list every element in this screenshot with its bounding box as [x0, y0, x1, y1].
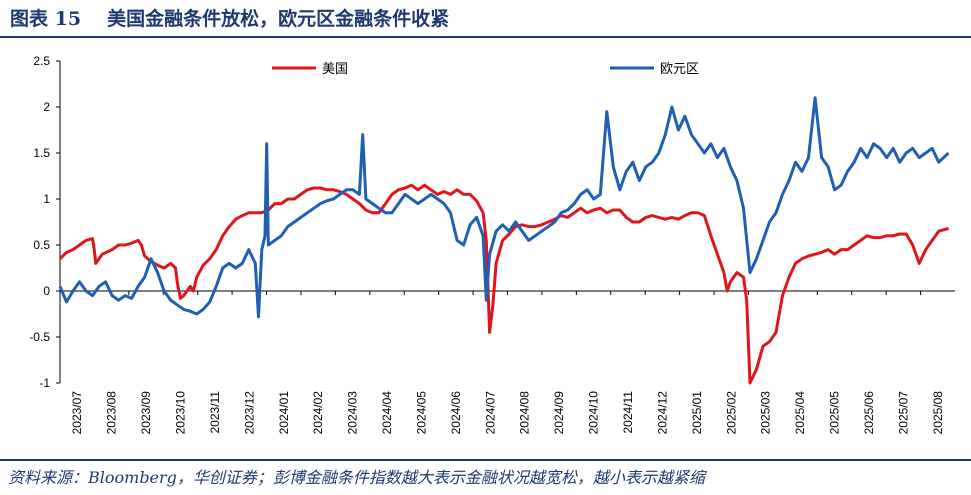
x-tick-label: 2023/10 — [173, 391, 187, 435]
x-tick-label: 2023/11 — [208, 391, 222, 434]
x-tick-label: 2023/12 — [242, 391, 256, 435]
x-tick-label: 2025/06 — [862, 391, 876, 435]
x-tick-label: 2024/04 — [380, 391, 394, 435]
y-tick-label: 0 — [43, 284, 50, 298]
series-line-1 — [58, 96, 950, 319]
figure-number: 图表 15 — [10, 8, 82, 30]
x-tick-label: 2024/02 — [311, 391, 325, 435]
x-tick-label: 2025/02 — [724, 391, 738, 435]
line-chart: 2.5 2 1.5 1 0.5 0 -0.5 -1 2023/07 2023/08 2023/09 2… — [29, 54, 955, 435]
x-tick-label: 2023/08 — [105, 391, 119, 435]
x-tick-label: 2024/12 — [655, 391, 669, 435]
y-tick-label: 1 — [43, 192, 50, 206]
y-tick-label: -1 — [39, 376, 50, 390]
x-tick-label: 2023/09 — [139, 391, 153, 435]
x-tick-label: 2025/04 — [793, 391, 807, 435]
y-tick-label: 1.5 — [33, 146, 50, 160]
x-tick-label: 2024/07 — [483, 391, 497, 435]
x-tick-label: 2024/10 — [587, 391, 601, 435]
y-tick-label: 2 — [43, 100, 50, 114]
x-tick-label: 2023/07 — [70, 391, 84, 435]
x-tick-label: 2025/08 — [931, 391, 945, 435]
y-tick-label: 2.5 — [33, 54, 50, 68]
x-tick-label: 2024/11 — [621, 391, 635, 434]
series-line-0 — [58, 183, 949, 385]
x-tick-label: 2024/08 — [518, 391, 532, 435]
figure-title: 图表 15 美国金融条件放松，欧元区金融条件收紧 — [10, 4, 475, 34]
x-tick-label: 2025/07 — [896, 391, 910, 435]
x-tick-label: 2024/09 — [552, 391, 566, 435]
x-tick-label: 2025/03 — [759, 391, 773, 435]
legend-label-1: 欧元区 — [660, 62, 699, 77]
figure-title-text: 美国金融条件放松，欧元区金融条件收紧 — [107, 8, 450, 30]
x-tick-label: 2024/01 — [277, 391, 291, 435]
title-divider — [0, 36, 971, 38]
x-tick-label: 2024/06 — [449, 391, 463, 435]
x-tick-label: 2024/05 — [414, 391, 428, 435]
x-tick-label: 2024/03 — [346, 391, 360, 435]
source-note: 资料来源：Bloomberg，华创证券；彭博金融条件指数越大表示金融状况越宽松，… — [8, 468, 705, 487]
y-tick-label: -0.5 — [29, 330, 50, 344]
x-tick-label: 2025/01 — [690, 391, 704, 435]
y-tick-label: 0.5 — [33, 238, 50, 252]
x-tick-label: 2025/05 — [828, 391, 842, 435]
source-divider — [0, 459, 971, 461]
legend-label-0: 美国 — [322, 62, 348, 77]
